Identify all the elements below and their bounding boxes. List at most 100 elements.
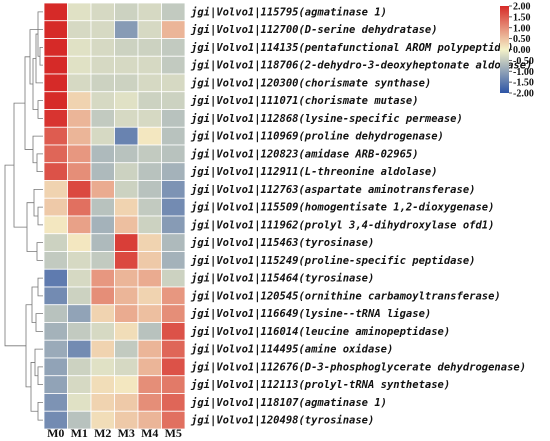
row-label: jgi|Volvo1|118706(2-dehydro-3-deoxyhepto… [190,60,532,72]
heatmap-cell [43,91,68,110]
heatmap-cell [114,126,139,146]
row-dendrogram [4,11,43,421]
heatmap-cell [161,91,186,110]
heatmap-cell [161,393,186,412]
heatmap-cell [90,55,115,75]
heatmap-cell [137,162,162,181]
heatmap-cell [67,304,92,323]
heatmap-cell [90,375,115,394]
row-label: jgi|Volvo1|116014(leucine aminopeptidase… [190,326,450,338]
row-label: jgi|Volvo1|115463(tyrosinase) [190,237,374,249]
heatmap-cell [161,251,186,270]
heatmap-cell [43,233,68,252]
heatmap-cell [114,73,139,93]
row-label: jgi|Volvo1|120498(tyrosinase) [190,415,374,427]
row-label: jgi|Volvo1|112868(lysine-specific permea… [190,113,463,125]
row-label: jgi|Volvo1|112113(prolyl-tRNA synthetase… [190,379,450,391]
heatmap-cell [90,91,115,110]
heatmap-cell [67,162,92,181]
heatmap-cell [67,393,92,412]
row-labels: jgi|Volvo1|115795(agmatinase 1) jgi|Volvo… [190,6,532,426]
heatmap-cell [114,304,139,323]
heatmap-cell [67,180,92,199]
heatmap-cell [137,91,162,110]
row-label: jgi|Volvo1|120300(chorismate synthase) [190,77,431,89]
heatmap-cell [137,357,162,377]
heatmap-cell [67,375,92,394]
heatmap-cell [137,109,162,128]
heatmap-cell [114,109,139,128]
heatmap-cell [161,197,186,217]
heatmap-cell [114,38,139,57]
heatmap-cell [137,339,162,359]
color-scale-tick-label: 0.00 [513,45,531,56]
color-scale-tick-label: -0.50 [513,56,534,67]
heatmap-cell [114,91,139,110]
heatmap-cell [114,375,139,394]
row-label: jgi|Volvo1|115249(proline-specific pepti… [190,255,475,267]
heatmap-cell [137,322,162,341]
heatmap-cell [67,322,92,341]
heatmap-cell [90,197,115,217]
heatmap-cell [67,73,92,93]
heatmap-cell [114,180,139,199]
heatmap-cell [43,268,68,288]
heatmap-cell [137,286,162,306]
heatmap-cell [43,251,68,270]
row-label: jgi|Volvo1|120545(ornithine carbamoyltra… [190,290,501,302]
row-label: jgi|Volvo1|111071(chorismate mutase) [190,95,419,107]
heatmap-cell [161,55,186,75]
heatmap-cell [67,215,92,235]
heatmap-cell [90,268,115,288]
heatmap-cell [114,233,139,252]
heatmap-cell [137,126,162,146]
row-label: jgi|Volvo1|116649(lysine--tRNA ligase) [190,308,431,320]
heatmap-cell [161,410,186,430]
heatmap-cell [137,233,162,252]
heatmap-cell [114,286,139,306]
color-scale-tick-label: 0.50 [513,34,531,45]
heatmap-cell [67,197,92,217]
heatmap-cell [161,73,186,93]
heatmap-cell [90,357,115,377]
column-label: M4 [141,426,158,440]
heatmap-cell [43,73,68,93]
heatmap-cell [43,20,68,39]
heatmap-cell [43,304,68,323]
heatmap-cell [161,180,186,199]
heatmap-cell [43,126,68,146]
row-label: jgi|Volvo1|115464(tyrosinase) [190,273,374,285]
heatmap-cell [161,215,186,235]
heatmap-cell [90,162,115,181]
heatmap-cell [43,2,68,22]
color-scale-tick-label: 1.50 [513,12,531,23]
heatmap-cell [161,126,186,146]
heatmap-cell [67,357,92,377]
heatmap-cell [161,286,186,306]
heatmap-cell [90,180,115,199]
row-label: jgi|Volvo1|120823(amidase ARB-02965) [190,148,419,160]
heatmap-cell [161,38,186,57]
heatmap-cell [114,393,139,412]
heatmap-cell [161,304,186,323]
heatmap-cell [43,322,68,341]
heatmap-cell [90,20,115,39]
heatmap-cell [43,180,68,199]
heatmap-cell [137,268,162,288]
heatmap-cell [114,357,139,377]
heatmap-cell [137,20,162,39]
heatmap-cell [161,162,186,181]
heatmap-cell [161,2,186,22]
heatmap-cell [90,215,115,235]
row-label: jgi|Volvo1|115509(homogentisate 1,2-diox… [190,202,494,214]
heatmap-cell [43,375,68,394]
heatmap-cell [137,38,162,57]
heatmap-cell [90,109,115,128]
heatmap-cell [67,268,92,288]
heatmap-cell [67,339,92,359]
heatmap-cell [90,304,115,323]
heatmap-cell [67,91,92,110]
heatmap-cell [114,268,139,288]
row-label: jgi|Volvo1|112911(L-threonine aldolase) [190,166,438,178]
color-scale-tick-label: -1.50 [513,78,534,89]
